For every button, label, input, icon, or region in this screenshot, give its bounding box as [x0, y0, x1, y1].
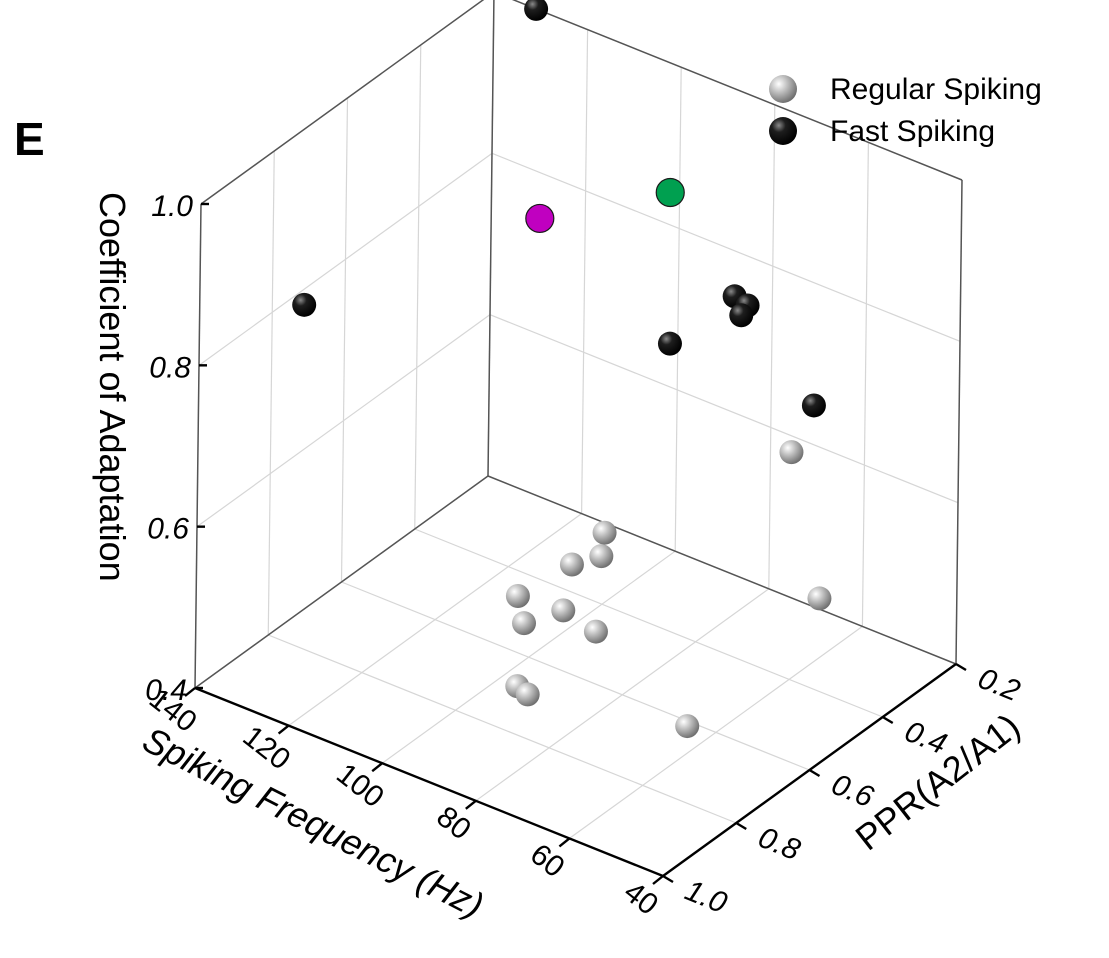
x-tick-label: 80	[430, 800, 477, 847]
y-tick-label: 1.0	[680, 874, 731, 920]
left-wall-grid-line	[198, 152, 493, 366]
right-wall-grid-line	[489, 314, 959, 504]
frame-edge	[487, 0, 495, 477]
z-tick-label: 1.0	[151, 190, 193, 223]
left-wall-grid-line	[414, 44, 422, 530]
frame-edge	[955, 179, 963, 665]
legend: Regular Spiking Fast Spiking	[769, 73, 1042, 148]
x-tick-mark	[465, 799, 477, 810]
x-tick-label: 60	[524, 838, 571, 885]
fast-spiking-point	[801, 393, 826, 418]
legend-marker-regular	[769, 75, 797, 103]
x-tick-mark	[371, 762, 383, 773]
highlight-point	[655, 177, 685, 208]
regular-spiking-point	[512, 611, 537, 636]
floor-grid-line	[414, 528, 883, 718]
frame-edge	[200, 0, 485, 205]
right-wall-grid-line	[491, 152, 961, 342]
panel-label: E	[14, 113, 45, 165]
fast-spiking-point	[292, 292, 317, 317]
regular-spiking-point	[592, 520, 617, 545]
legend-marker-fast	[769, 117, 797, 145]
frame-edge	[194, 475, 489, 689]
frame-edge	[194, 203, 202, 689]
regular-spiking-point	[583, 619, 608, 644]
x-axis-line	[194, 686, 664, 878]
left-wall-grid-line	[196, 314, 491, 528]
y-tick-mark	[662, 874, 674, 884]
left-wall-grid-line	[340, 97, 349, 583]
y-tick-label: 0.8	[754, 821, 805, 867]
frame-edge	[511, 0, 963, 181]
x-tick-label: 100	[330, 757, 390, 814]
x-tick-mark	[184, 687, 196, 697]
z-axis-title: Coefficient of Adaptation	[92, 192, 133, 582]
z-tick-label: 0.4	[145, 674, 187, 707]
regular-spiking-point	[589, 544, 614, 569]
floor-grid-line	[341, 581, 810, 771]
data-points	[292, 0, 832, 739]
highlight-point	[525, 203, 555, 234]
floor-grid-line	[268, 634, 737, 824]
x-tick-mark	[558, 837, 571, 848]
regular-spiking-point	[505, 583, 530, 608]
y-tick-mark	[882, 715, 894, 725]
frame-edge	[487, 475, 957, 665]
regular-spiking-point	[515, 682, 540, 707]
box-frame	[194, 0, 963, 689]
regular-spiking-point	[807, 586, 832, 611]
left-wall-grid-line	[267, 150, 275, 636]
z-tick-label: 0.8	[149, 351, 191, 384]
x-tick-label: 40	[618, 875, 665, 922]
legend-label-fast: Fast Spiking	[830, 115, 995, 148]
regular-spiking-point	[551, 598, 576, 623]
fast-spiking-point	[657, 331, 682, 356]
legend-label-regular: Regular Spiking	[830, 73, 1042, 106]
y-tick-mark	[735, 821, 747, 831]
axis-lines	[184, 202, 967, 885]
fast-spiking-point	[729, 303, 754, 328]
fast-spiking-point	[524, 0, 549, 21]
y-tick-mark	[808, 768, 821, 778]
right-wall-grid-line	[674, 67, 682, 552]
regular-spiking-point	[675, 714, 700, 739]
y-tick-mark	[955, 662, 967, 672]
x-tick-mark	[652, 875, 664, 885]
regular-spiking-point	[779, 440, 804, 465]
right-wall-grid-line	[861, 142, 869, 627]
x-tick-mark	[277, 724, 290, 735]
z-tick-label: 0.6	[147, 513, 189, 546]
right-wall-grid-line	[768, 104, 776, 589]
right-wall-grid-line	[581, 29, 589, 514]
regular-spiking-point	[559, 552, 584, 577]
y-tick-label: 0.2	[973, 662, 1024, 708]
